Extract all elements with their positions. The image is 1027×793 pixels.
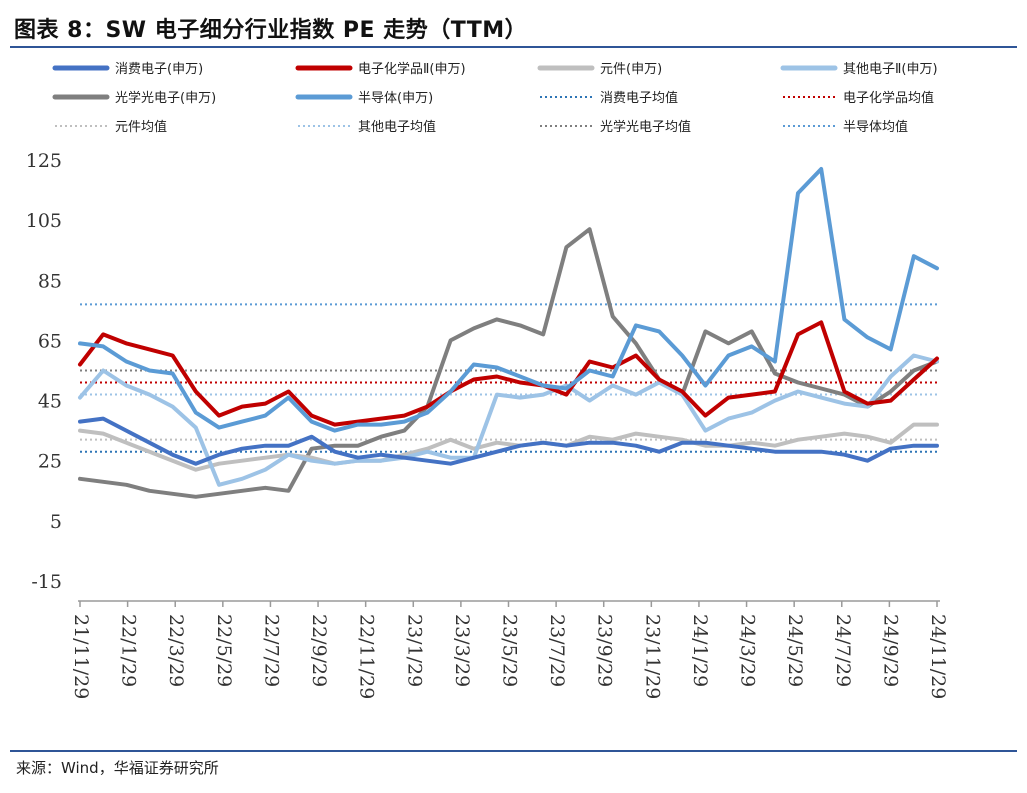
y-tick-label: 45 — [38, 391, 62, 413]
y-axis-ticks: 125 105 85 65 45 25 5 -15 — [26, 150, 62, 593]
legend-label: 消费电子均值 — [600, 90, 678, 106]
x-tick-label: 24/9/29 — [879, 614, 901, 687]
series-line-5 — [78, 167, 939, 433]
legend-item: 电子化学品均值 — [783, 90, 934, 106]
y-tick-label: 105 — [26, 210, 62, 232]
x-tick-label: 24/7/29 — [832, 614, 854, 687]
legend-label: 其他电子Ⅱ(申万) — [843, 62, 938, 77]
legend-item: 消费电子均值 — [540, 90, 678, 106]
series-line-1 — [78, 320, 939, 427]
legend-item: 光学光电子均值 — [540, 119, 691, 135]
legend-item: 光学光电子(申万) — [52, 90, 216, 106]
legend-label: 其他电子均值 — [358, 119, 436, 135]
legend-item: 元件均值 — [55, 119, 167, 135]
x-tick-label: 22/9/29 — [308, 614, 330, 687]
series-line-3 — [78, 353, 939, 487]
series-line-4 — [78, 227, 939, 499]
legend-label: 电子化学品均值 — [843, 90, 934, 106]
y-tick-label: 25 — [38, 451, 62, 473]
footer-rule — [10, 750, 1017, 752]
x-axis-ticks: 21/11/29 22/1/29 22/3/29 22/5/29 22/7/29 22/9… — [70, 601, 949, 699]
legend-label: 光学光电子(申万) — [115, 90, 216, 106]
x-tick-label: 22/5/29 — [213, 614, 235, 687]
x-tick-label: 23/1/29 — [403, 614, 425, 687]
title-underline — [10, 46, 1017, 48]
x-tick-label: 24/11/29 — [927, 614, 949, 699]
series-lines — [78, 167, 939, 499]
y-tick-label: 5 — [50, 511, 62, 533]
series-line-2 — [78, 422, 939, 472]
chart-legend: 消费电子(申万) 电子化学品Ⅱ(申万) 元件(申万) 其他电子Ⅱ(申万) 光学光电子(申… — [52, 61, 938, 135]
x-tick-label: 23/11/29 — [641, 614, 663, 699]
x-tick-label: 22/11/29 — [356, 614, 378, 699]
source-note: 来源：Wind，华福证券研究所 — [16, 759, 219, 777]
legend-item: 半导体均值 — [783, 119, 908, 135]
x-tick-label: 23/7/29 — [546, 614, 568, 687]
x-tick-label: 23/3/29 — [451, 614, 473, 687]
x-tick-label: 24/1/29 — [689, 614, 711, 687]
legend-label: 元件均值 — [115, 119, 167, 135]
legend-item: 元件(申万) — [537, 62, 662, 77]
y-tick-label: 85 — [38, 270, 62, 292]
legend-item: 半导体(申万) — [295, 91, 433, 106]
x-tick-label: 24/5/29 — [784, 614, 806, 687]
y-tick-label: 125 — [26, 150, 62, 172]
legend-label: 半导体(申万) — [358, 91, 433, 106]
x-tick-label: 22/3/29 — [165, 614, 187, 687]
legend-label: 半导体均值 — [843, 119, 908, 135]
x-tick-label: 22/7/29 — [260, 614, 282, 687]
legend-item: 消费电子(申万) — [52, 62, 203, 77]
y-tick-label: -15 — [31, 571, 62, 593]
y-tick-label: 65 — [38, 330, 62, 352]
legend-label: 电子化学品Ⅱ(申万) — [358, 61, 466, 77]
x-tick-label: 22/1/29 — [118, 614, 140, 687]
x-tick-label: 21/11/29 — [70, 614, 92, 699]
legend-label: 消费电子(申万) — [115, 62, 203, 77]
legend-item: 其他电子均值 — [298, 119, 436, 135]
x-tick-label: 23/9/29 — [594, 614, 616, 687]
chart-title: 图表 8：SW 电子细分行业指数 PE 走势（TTM） — [14, 18, 528, 43]
x-tick-label: 24/3/29 — [737, 614, 759, 687]
legend-item: 电子化学品Ⅱ(申万) — [295, 61, 466, 77]
pe-line-chart: 消费电子(申万) 电子化学品Ⅱ(申万) 元件(申万) 其他电子Ⅱ(申万) 光学光电子(申… — [26, 61, 949, 699]
legend-label: 光学光电子均值 — [600, 119, 691, 135]
series-line-0 — [78, 416, 939, 466]
legend-item: 其他电子Ⅱ(申万) — [780, 62, 938, 77]
x-tick-label: 23/5/29 — [499, 614, 521, 687]
legend-label: 元件(申万) — [600, 62, 662, 77]
